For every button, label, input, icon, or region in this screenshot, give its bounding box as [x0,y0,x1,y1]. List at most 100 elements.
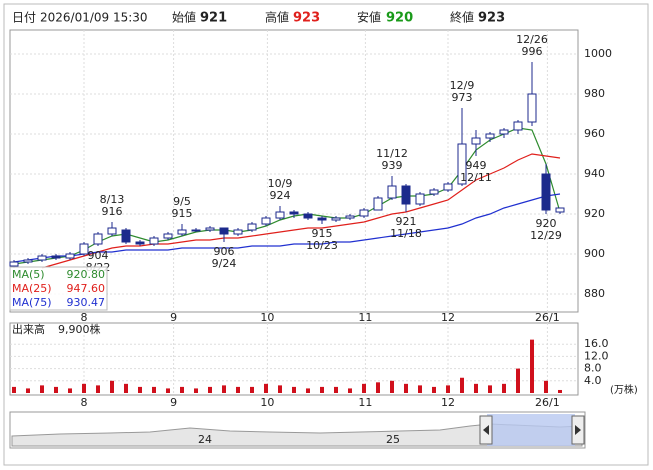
low-date: 11/18 [390,227,422,240]
volume-bar [26,388,30,393]
candle-body [317,217,327,221]
candle-body [51,255,61,259]
volume-bar [110,380,114,393]
high-date: 8/13 [100,193,125,206]
header: 日付 2026/01/09 15:30 始値 921 高値 923 安値 920… [12,10,505,26]
volume-bar [278,385,282,393]
candle-body [177,229,187,235]
ma-legend-box [9,266,108,311]
high-value: 924 [270,189,291,202]
volume-bar [418,385,422,393]
volume-panel [9,322,579,396]
x-tick-label: 26/1 [535,311,560,324]
x-tick-label: 9 [170,396,177,409]
high-value: 973 [452,91,473,104]
volume-bar [222,385,226,393]
volume-bar [320,386,324,393]
volume-bar [96,385,100,393]
volume-tick-label: 16.0 [584,337,609,350]
candle-body [289,211,299,215]
high-date: 9/5 [173,195,191,208]
x-tick-label: 10 [260,311,274,324]
navigator-window[interactable] [487,414,575,446]
candle-body [79,243,89,255]
header-close: 923 [478,11,505,26]
candle-body [429,189,439,195]
candle-body [107,227,117,235]
header-high: 923 [293,11,320,26]
candle-body [527,93,537,123]
legend-value: 930.47 [67,296,106,309]
header-date: 2026/01/09 15:30 [40,11,148,25]
candle-body [135,241,145,245]
volume-bar [460,377,464,393]
y-tick-label: 960 [584,127,605,140]
legend-value: 920.80 [67,268,106,281]
volume-bar [530,339,534,393]
volume-bar [54,386,58,393]
candle-body [191,229,201,232]
volume-bar [166,388,170,393]
volume-bar [138,386,142,393]
handle-arrow [575,425,581,435]
candle-body [387,185,397,199]
candle-body [443,183,453,191]
candle-body [303,213,313,219]
volume-bar [12,386,16,393]
candle-body [471,137,481,145]
volume-bar [180,386,184,393]
x-tick-label: 12 [441,396,455,409]
volume-bar [124,383,128,393]
high-date: 11/12 [376,147,408,160]
volume-bar [404,383,408,393]
candle-body [163,233,173,239]
candle-body [275,211,285,219]
volume-bar [68,388,72,393]
candle-body [331,217,341,221]
x-tick-label: 11 [358,311,372,324]
y-tick-label: 880 [584,287,605,300]
y-tick-label: 940 [584,167,605,180]
candle-body [233,229,243,235]
header-high-label: 高値 [265,10,289,25]
candle-body [219,227,229,235]
candle-body [415,193,425,205]
volume-label: 出来高 [12,322,45,336]
candle-body [345,215,355,219]
candle-body [9,261,19,267]
x-tick-label: 8 [81,396,88,409]
price-panel [9,29,579,313]
low-value: 915 [312,227,333,240]
low-date: 10/23 [306,239,338,252]
header-open: 921 [200,11,227,26]
y-tick-label: 1000 [584,47,612,60]
navigator: 24 25 [9,411,586,449]
volume-bar [502,383,506,393]
high-value: 916 [102,205,123,218]
low-value: 904 [88,249,109,262]
candle-body [205,227,215,231]
legend-name: MA(75) [12,296,52,309]
ma-line [13,127,561,265]
low-value: 920 [536,217,557,230]
low-value: 921 [396,215,417,228]
candle-body [261,217,271,225]
candle-body [555,207,565,213]
volume-bar [264,383,268,393]
ma-line [41,153,561,269]
x-tick-label: 11 [358,396,372,409]
volume-bar [82,383,86,393]
x-tick-label: 9 [170,311,177,324]
candle-body [499,129,509,135]
high-date: 10/9 [268,177,293,190]
y-tick-label: 920 [584,207,605,220]
candle-body [37,255,47,261]
high-date: 12/26 [516,33,548,46]
candle-body [359,209,369,217]
legend-value: 947.60 [67,282,106,295]
x-tick-label: 26/1 [535,396,560,409]
navigator-label: 24 [198,433,212,446]
candle-body [149,237,159,245]
low-date: 12/11 [460,171,492,184]
